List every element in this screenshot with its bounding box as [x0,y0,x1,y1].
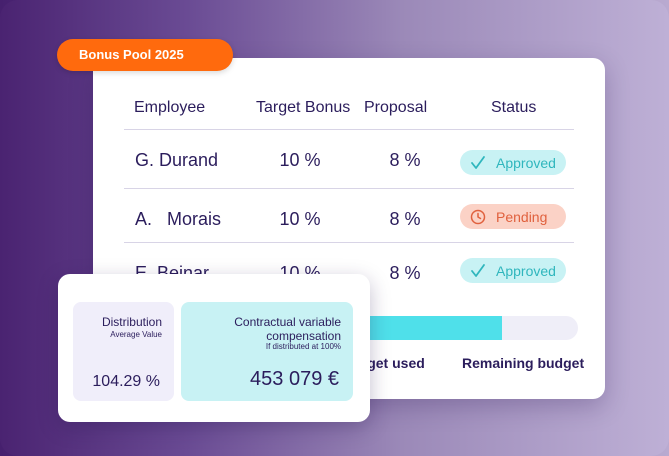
header-target-bonus: Target Bonus [256,99,351,116]
row-3-status-label: Approved [496,262,556,279]
bonus-pool-tag: Bonus Pool 2025 [57,39,233,71]
row-divider [124,188,574,189]
compensation-stat: Contractual variable compensation If dis… [181,302,353,401]
row-2-proposal: 8 % [389,209,421,229]
row-2-target-bonus: 10 % [279,209,321,229]
distribution-title: Distribution [101,315,162,329]
compensation-value: 453 079 € [250,368,339,390]
clock-icon [470,209,486,225]
distribution-stat: Distribution Average Value 104.29 % [73,302,174,401]
header-status: Status [491,99,537,116]
distribution-value: 104.29 % [92,373,160,390]
row-2-employee: A. Morais [135,209,222,229]
row-3-status-badge[interactable]: Approved [460,258,566,283]
row-1-status-badge[interactable]: Approved [460,150,566,175]
row-2-status-badge[interactable]: Pending [460,204,566,229]
stats-card: Distribution Average Value 104.29 % Cont… [58,274,370,422]
distribution-subtitle: Average Value [110,330,162,339]
compensation-title: Contractual variable compensation [234,315,341,343]
row-divider [124,242,574,243]
row-1-target-bonus: 10 % [279,150,321,170]
header-employee: Employee [134,99,206,116]
check-icon [470,155,486,171]
compensation-subtitle: If distributed at 100% [265,342,341,351]
budget-progress-bar [340,316,578,340]
row-1-status-label: Approved [496,154,556,171]
remaining-budget-label: Remaining budget [462,355,585,371]
row-1-proposal: 8 % [389,150,421,170]
row-1-employee: G. Durand [135,150,219,170]
check-icon [470,263,486,279]
header-divider [124,129,574,130]
header-proposal: Proposal [364,99,428,116]
row-2-status-label: Pending [496,208,548,225]
row-3-proposal: 8 % [389,263,421,283]
